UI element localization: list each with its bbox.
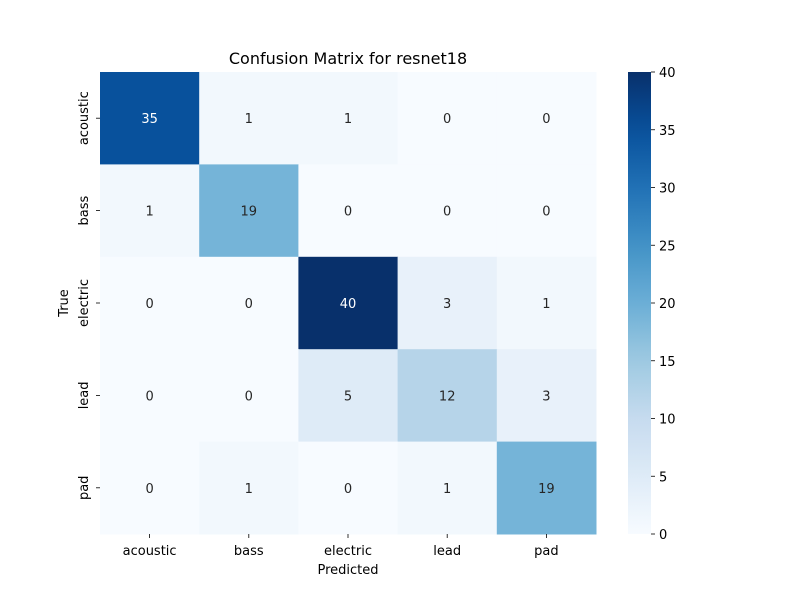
heatmap-cell-pad-acoustic <box>100 441 200 535</box>
x-tick-label: electric <box>324 544 372 559</box>
cell-value-label: 0 <box>245 297 253 312</box>
colorbar-tick-label: 0 <box>659 528 667 543</box>
heatmap-cells <box>100 72 597 535</box>
heatmap-cell-bass-bass <box>199 164 299 258</box>
colorbar-tick-label: 25 <box>659 239 676 254</box>
heatmap-cell-acoustic-lead <box>397 72 498 165</box>
x-tick-label: acoustic <box>123 544 177 559</box>
cell-value-label: 19 <box>241 205 258 220</box>
colorbar-tick-label: 5 <box>659 470 667 485</box>
heatmap-cell-lead-bass <box>199 349 299 443</box>
colorbar-tick-label: 20 <box>659 297 676 312</box>
heatmap-cell-bass-lead <box>397 164 498 258</box>
colorbar-gradient <box>628 72 651 534</box>
y-tick-label: lead <box>77 381 92 409</box>
heatmap-cell-pad-pad <box>496 441 597 535</box>
cell-value-label: 0 <box>145 297 153 312</box>
cell-value-label: 1 <box>542 297 550 312</box>
y-tick-label: bass <box>77 195 92 225</box>
heatmap-cell-electric-electric <box>298 256 399 350</box>
cell-value-label: 19 <box>538 482 555 497</box>
heatmap-cell-bass-acoustic <box>100 164 200 258</box>
cell-value-label: 3 <box>542 389 550 404</box>
cell-value-label: 1 <box>245 112 253 127</box>
y-tick-label: electric <box>77 279 92 327</box>
colorbar-tick-label: 40 <box>659 66 676 81</box>
heatmap-cell-acoustic-pad <box>496 72 597 165</box>
cell-value-label: 0 <box>542 205 550 220</box>
heatmap-cell-lead-electric <box>298 349 399 443</box>
cell-value-label: 3 <box>443 297 451 312</box>
cell-value-label: 0 <box>245 389 253 404</box>
cell-value-label: 1 <box>245 482 253 497</box>
colorbar-tick-label: 10 <box>659 413 676 428</box>
x-axis-label: Predicted <box>317 563 378 578</box>
cell-value-label: 0 <box>145 482 153 497</box>
heatmap-cell-pad-lead <box>397 441 498 535</box>
heatmap-cell-acoustic-electric <box>298 72 399 165</box>
x-tick-label: lead <box>433 544 461 559</box>
cell-value-label: 0 <box>542 112 550 127</box>
x-tick-label: pad <box>534 544 558 559</box>
heatmap-cell-lead-lead <box>397 349 498 443</box>
cell-value-label: 1 <box>443 482 451 497</box>
cell-value-label: 40 <box>340 297 357 312</box>
heatmap-cell-pad-electric <box>298 441 399 535</box>
cell-value-label: 0 <box>443 205 451 220</box>
heatmap-cell-labels: 35 1 1 0 0 1 19 0 0 0 0 0 40 3 1 0 0 5 12 3 0 1 0 1 19 <box>141 112 554 497</box>
colorbar-tick-label: 30 <box>659 182 676 197</box>
cell-value-label: 0 <box>344 205 352 220</box>
heatmap-cell-pad-bass <box>199 441 299 535</box>
y-tick-label: acoustic <box>77 91 92 145</box>
y-tick-label: pad <box>77 476 92 500</box>
x-axis-ticks: acoustic bass electric lead pad <box>123 534 559 559</box>
colorbar: 0 5 10 15 20 25 30 35 40 <box>628 66 676 543</box>
heatmap-cell-bass-electric <box>298 164 399 258</box>
cell-value-label: 5 <box>344 389 352 404</box>
chart-title: Confusion Matrix for resnet18 <box>229 49 467 68</box>
heatmap-cell-electric-acoustic <box>100 256 200 350</box>
heatmap-cell-acoustic-acoustic <box>100 72 200 165</box>
heatmap-cell-electric-bass <box>199 256 299 350</box>
colorbar-tick-label: 35 <box>659 124 676 139</box>
cell-value-label: 0 <box>145 389 153 404</box>
heatmap-cell-lead-pad <box>496 349 597 443</box>
cell-value-label: 0 <box>344 482 352 497</box>
cell-value-label: 12 <box>439 389 456 404</box>
colorbar-tick-label: 15 <box>659 355 676 370</box>
heatmap-cell-electric-lead <box>397 256 498 350</box>
heatmap-cell-electric-pad <box>496 256 597 350</box>
cell-value-label: 0 <box>443 112 451 127</box>
x-tick-label: bass <box>234 544 264 559</box>
heatmap-cell-bass-pad <box>496 164 597 258</box>
y-axis-label: True <box>57 289 72 318</box>
cell-value-label: 1 <box>344 112 352 127</box>
heatmap-cell-lead-acoustic <box>100 349 200 443</box>
cell-value-label: 1 <box>145 205 153 220</box>
cell-value-label: 35 <box>141 112 158 127</box>
heatmap-cell-acoustic-bass <box>199 72 299 165</box>
y-axis-ticks: acoustic bass electric lead pad <box>77 91 100 500</box>
